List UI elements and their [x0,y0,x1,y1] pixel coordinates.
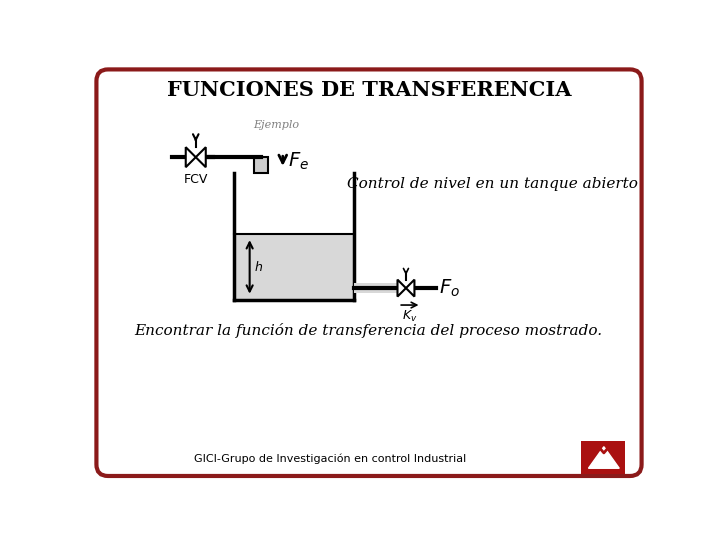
Text: $\mathit{F_o}$: $\mathit{F_o}$ [439,278,460,299]
Text: $K_v$: $K_v$ [402,309,418,324]
Text: $\mathit{F_e}$: $\mathit{F_e}$ [288,151,309,172]
Polygon shape [588,447,619,468]
Polygon shape [186,147,196,167]
Text: Control de nivel en un tanque abierto: Control de nivel en un tanque abierto [347,177,638,191]
Text: FCV: FCV [184,173,208,186]
Polygon shape [406,280,415,296]
FancyBboxPatch shape [96,70,642,476]
Text: Ejemplo: Ejemplo [253,120,300,130]
Bar [354,284,397,293]
Bar [254,157,268,173]
Polygon shape [196,147,206,167]
Bar [581,441,626,475]
Text: FUNCIONES DE TRANSFERENCIA: FUNCIONES DE TRANSFERENCIA [167,80,571,100]
Text: GICI-Grupo de Investigación en control Industrial: GICI-Grupo de Investigación en control I… [194,454,467,464]
Text: Encontrar la función de transferencia del proceso mostrado.: Encontrar la función de transferencia de… [134,323,602,338]
Bar [234,234,354,300]
Text: $h$: $h$ [253,260,263,274]
Polygon shape [397,280,406,296]
